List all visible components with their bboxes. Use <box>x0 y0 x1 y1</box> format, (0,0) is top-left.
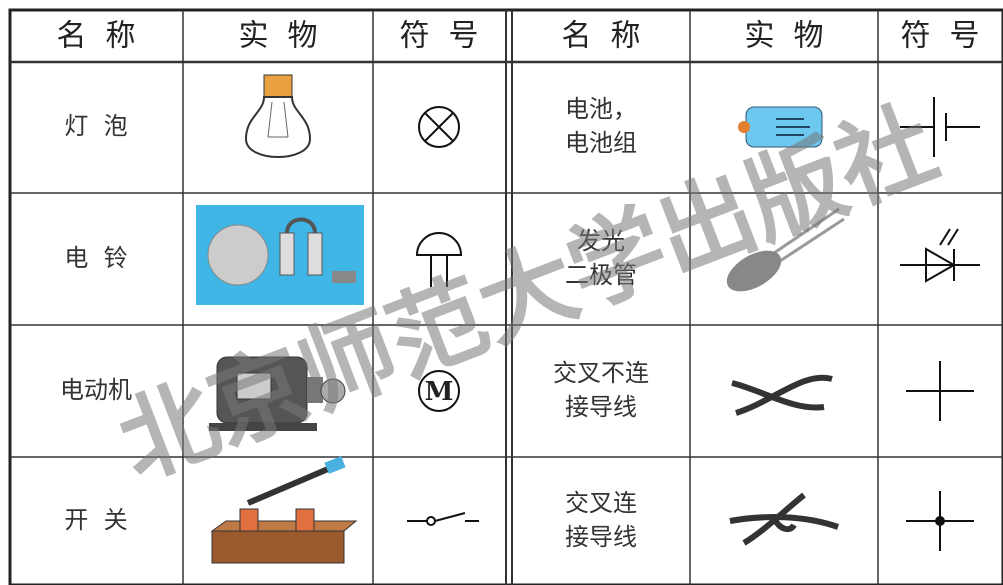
led-symbol <box>900 228 980 283</box>
battery-photo <box>738 106 823 148</box>
junction-symbol <box>906 491 974 551</box>
item-name: 灯 泡 <box>64 112 127 140</box>
item-name: 电池组 <box>565 129 637 157</box>
motor-symbol-letter: M <box>425 377 454 407</box>
header-cell: 实 物 <box>238 19 317 54</box>
item-name: 二极管 <box>565 261 637 289</box>
motor-symbol <box>418 370 460 412</box>
led-photo <box>726 207 845 292</box>
battery-symbol <box>900 97 980 157</box>
bell-symbol <box>415 232 463 287</box>
header-cell: 名 称 <box>56 19 135 54</box>
crossed-wires-photo <box>731 374 833 416</box>
item-name: 接导线 <box>565 523 637 551</box>
table-grid <box>10 10 1003 585</box>
item-name: 交叉不连 <box>553 359 649 387</box>
item-name: 交叉连 <box>565 489 637 517</box>
lamp-symbol <box>418 106 460 148</box>
item-name: 接导线 <box>565 393 637 421</box>
bulb-photo <box>244 74 312 158</box>
item-name: 电动机 <box>60 376 132 404</box>
header-cell: 实 物 <box>744 19 823 54</box>
joined-wires-photo <box>729 492 839 546</box>
header-cell: 符 号 <box>399 19 478 54</box>
header-cell: 符 号 <box>900 19 979 54</box>
cross-symbol <box>906 361 974 421</box>
item-name: 开 关 <box>64 506 127 534</box>
motor-photo <box>209 356 346 431</box>
item-name: 发光 <box>577 227 625 255</box>
item-name: 电池， <box>565 95 637 123</box>
switch-photo <box>210 456 358 564</box>
header-cell: 名 称 <box>561 19 640 54</box>
switch-symbol <box>407 512 479 526</box>
bell-photo <box>196 205 364 305</box>
item-name: 电 铃 <box>64 244 127 272</box>
